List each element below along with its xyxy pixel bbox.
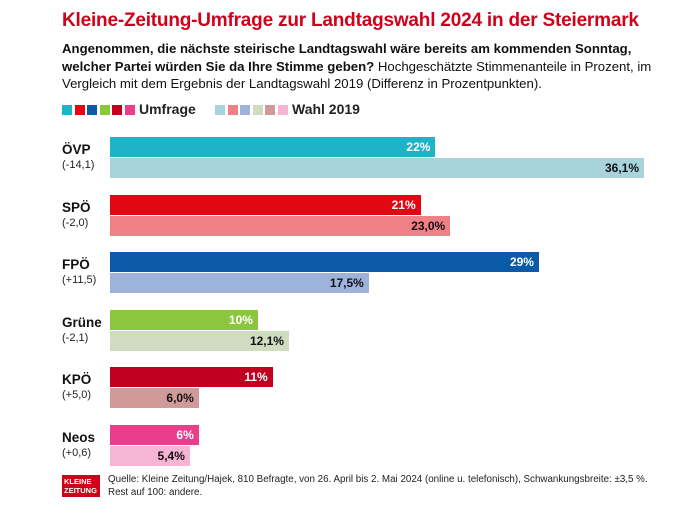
legend-election-swatch: [240, 105, 250, 115]
survey-value-label: 10%: [228, 312, 253, 327]
survey-bar: [110, 424, 199, 445]
legend-election-swatch: [227, 105, 238, 115]
logo-line-1: KLEINE: [64, 477, 92, 486]
difference-label: (+0,6): [62, 446, 92, 459]
survey-value-label: 6%: [176, 427, 194, 442]
difference-label: (-2,1): [62, 331, 89, 344]
legend-election-swatch: [215, 105, 225, 115]
difference-label: (-2,0): [62, 216, 89, 229]
election-bar: [110, 445, 190, 466]
subtitle-note: Hochgeschätzte Stimmenanteile in Prozent…: [62, 58, 652, 92]
difference-label: (+11,5): [62, 274, 97, 286]
survey-value-label: 21%: [391, 197, 416, 212]
election-value-label: 12,1%: [249, 333, 284, 348]
election-bar: [110, 330, 289, 351]
election-bar: [110, 158, 644, 178]
election-value-label: 36,1%: [604, 161, 639, 175]
legend-survey-swatch: [62, 105, 72, 115]
election-value-label: 5,4%: [157, 448, 185, 463]
election-bar: [110, 273, 369, 293]
legend-survey-label: Umfrage: [139, 101, 196, 117]
survey-bar: [110, 309, 258, 330]
category-label: ÖVP: [62, 142, 91, 157]
legend-survey-swatch: [74, 105, 85, 115]
survey-bar: [110, 367, 273, 387]
election-value-label: 6,0%: [166, 391, 194, 405]
logo-line-2: ZEITUNG: [64, 486, 97, 495]
survey-bar: [110, 137, 436, 157]
category-label: KPÖ: [62, 372, 92, 387]
category-label: Neos: [62, 429, 96, 445]
election-bar: [110, 388, 199, 408]
legend-election-label: Wahl 2019: [292, 101, 360, 117]
chart-title: Kleine-Zeitung-Umfrage zur Landtagswahl …: [62, 10, 639, 31]
footer: KLEINE ZEITUNG Quelle: Kleine Zeitung/Ha…: [62, 473, 662, 503]
category-label: SPÖ: [62, 199, 91, 215]
election-value-label: 17,5%: [329, 276, 364, 290]
legend-survey-swatch: [124, 105, 135, 115]
election-value-label: 23,0%: [411, 218, 446, 233]
legend-survey-swatch: [99, 105, 110, 115]
survey-value-label: 11%: [244, 370, 268, 384]
source-note: Quelle: Kleine Zeitung/Hajek, 810 Befrag…: [108, 474, 648, 498]
kleine-zeitung-logo: KLEINE ZEITUNG: [62, 475, 100, 497]
chart-subtitle: Angenommen, die nächste steirische Landt…: [62, 40, 662, 93]
legend-survey-swatch: [87, 105, 97, 115]
survey-value-label: 22%: [406, 140, 431, 154]
difference-label: (+5,0): [62, 389, 92, 401]
subtitle-question: Angenommen, die nächste steirische Landt…: [62, 41, 632, 74]
survey-bar: [110, 194, 421, 215]
election-bar: [110, 215, 451, 236]
legend-election-swatch: [252, 105, 263, 115]
legend-survey-swatch: [112, 105, 122, 115]
legend: Umfrage Wahl 2019: [62, 100, 662, 122]
category-label: FPÖ: [62, 257, 90, 272]
survey-bar: [110, 252, 539, 272]
survey-value-label: 29%: [509, 255, 534, 269]
legend-election-swatch: [277, 105, 288, 115]
difference-label: (-14,1): [62, 159, 95, 171]
category-label: Grüne: [62, 314, 102, 330]
legend-election-swatch: [265, 105, 275, 115]
